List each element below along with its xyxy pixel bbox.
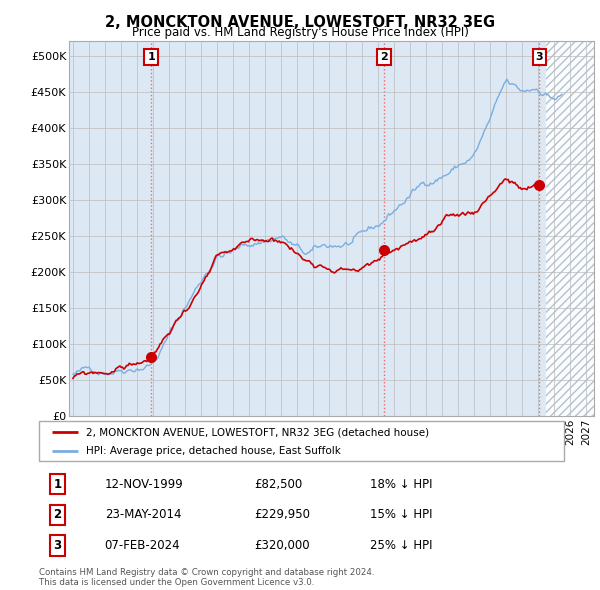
Text: £229,950: £229,950 <box>254 509 310 522</box>
Text: Contains HM Land Registry data © Crown copyright and database right 2024.
This d: Contains HM Land Registry data © Crown c… <box>39 568 374 587</box>
Text: 12-NOV-1999: 12-NOV-1999 <box>104 478 184 491</box>
Text: 3: 3 <box>536 52 544 62</box>
Text: 23-MAY-2014: 23-MAY-2014 <box>104 509 181 522</box>
Text: 2, MONCKTON AVENUE, LOWESTOFT, NR32 3EG: 2, MONCKTON AVENUE, LOWESTOFT, NR32 3EG <box>105 15 495 30</box>
Text: 2, MONCKTON AVENUE, LOWESTOFT, NR32 3EG (detached house): 2, MONCKTON AVENUE, LOWESTOFT, NR32 3EG … <box>86 427 430 437</box>
Text: HPI: Average price, detached house, East Suffolk: HPI: Average price, detached house, East… <box>86 445 341 455</box>
Text: 2: 2 <box>380 52 388 62</box>
Text: 1: 1 <box>147 52 155 62</box>
Text: £320,000: £320,000 <box>254 539 310 552</box>
Bar <box>546 41 594 416</box>
Text: 1: 1 <box>53 478 61 491</box>
Text: 3: 3 <box>53 539 61 552</box>
Text: 2: 2 <box>53 509 61 522</box>
Text: 07-FEB-2024: 07-FEB-2024 <box>104 539 180 552</box>
Text: 25% ↓ HPI: 25% ↓ HPI <box>370 539 432 552</box>
FancyBboxPatch shape <box>39 421 564 461</box>
Text: £82,500: £82,500 <box>254 478 302 491</box>
Text: 15% ↓ HPI: 15% ↓ HPI <box>370 509 432 522</box>
Text: 18% ↓ HPI: 18% ↓ HPI <box>370 478 432 491</box>
Text: Price paid vs. HM Land Registry's House Price Index (HPI): Price paid vs. HM Land Registry's House … <box>131 26 469 39</box>
